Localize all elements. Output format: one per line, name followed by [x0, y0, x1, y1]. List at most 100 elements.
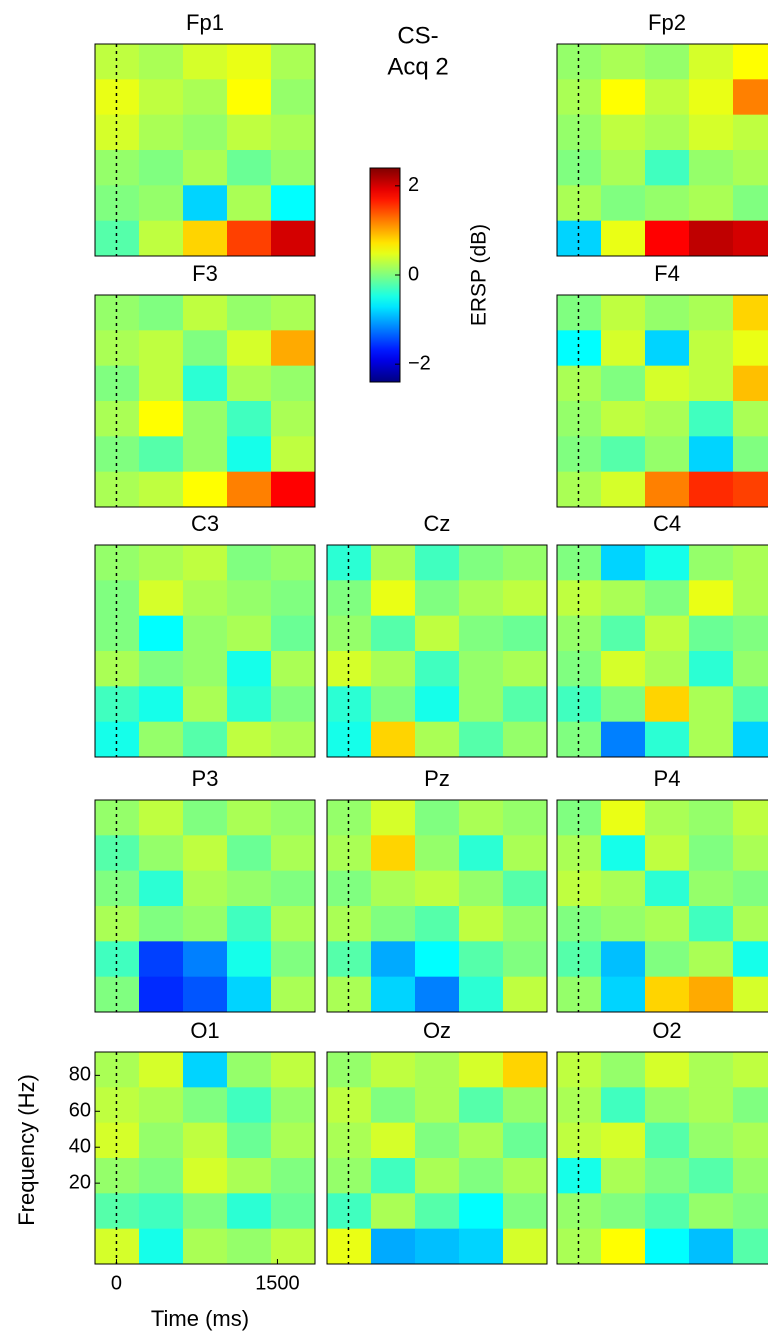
heat-cell	[415, 1123, 460, 1159]
heat-cell	[503, 1158, 548, 1194]
heat-cell	[459, 616, 504, 652]
heat-cell	[139, 1158, 184, 1194]
title-line: Acq 2	[387, 53, 448, 80]
heat-cell	[689, 580, 734, 616]
heat-cell	[95, 295, 140, 331]
heat-cell	[689, 472, 734, 508]
panel-title: F4	[654, 261, 680, 286]
heat-cell	[327, 800, 372, 836]
heat-cell	[371, 1193, 416, 1229]
heat-cell	[271, 616, 316, 652]
heat-cell	[733, 722, 768, 758]
heat-cell	[183, 366, 228, 402]
heat-cell	[183, 906, 228, 942]
heat-cell	[95, 401, 140, 437]
heat-cell	[689, 115, 734, 151]
heat-cell	[95, 722, 140, 758]
y-tick-label: 60	[69, 1100, 91, 1122]
heat-cell	[645, 800, 690, 836]
heat-cell	[95, 436, 140, 472]
heat-cell	[733, 295, 768, 331]
heat-cell	[327, 1229, 372, 1265]
heat-cell	[503, 871, 548, 907]
heat-cell	[271, 941, 316, 977]
heat-cell	[227, 1052, 272, 1088]
heat-cell	[227, 44, 272, 80]
heat-cell	[371, 800, 416, 836]
heat-cell	[227, 185, 272, 221]
heat-cell	[227, 330, 272, 366]
heat-cell	[601, 651, 646, 687]
heat-cell	[95, 580, 140, 616]
heat-cell	[689, 941, 734, 977]
heat-cell	[95, 616, 140, 652]
heat-cell	[271, 1052, 316, 1088]
heat-cell	[371, 906, 416, 942]
heat-cell	[95, 835, 140, 871]
heat-cell	[415, 906, 460, 942]
heat-cell	[557, 185, 602, 221]
heat-cell	[183, 1123, 228, 1159]
heat-cell	[459, 1087, 504, 1123]
heat-cell	[689, 835, 734, 871]
heat-cell	[327, 1123, 372, 1159]
heat-cell	[183, 150, 228, 186]
heat-cell	[557, 545, 602, 581]
heat-cell	[327, 651, 372, 687]
heat-cell	[733, 906, 768, 942]
heat-cell	[139, 545, 184, 581]
heat-cell	[503, 977, 548, 1013]
heat-cell	[139, 580, 184, 616]
heat-cell	[139, 835, 184, 871]
heat-cell	[733, 1087, 768, 1123]
heat-cell	[271, 115, 316, 151]
panel-title: Pz	[424, 766, 450, 791]
heat-cell	[183, 1229, 228, 1265]
heat-cell	[139, 401, 184, 437]
heat-cell	[415, 722, 460, 758]
heat-cell	[139, 115, 184, 151]
heat-cell	[95, 941, 140, 977]
heat-cell	[733, 800, 768, 836]
heat-cell	[601, 366, 646, 402]
heat-cell	[459, 835, 504, 871]
heat-cell	[645, 472, 690, 508]
heat-cell	[557, 906, 602, 942]
heat-cell	[183, 436, 228, 472]
heat-cell	[557, 686, 602, 722]
heat-cell	[645, 330, 690, 366]
heat-cell	[271, 686, 316, 722]
heat-cell	[557, 941, 602, 977]
colorbar-tick-label: 2	[408, 174, 419, 196]
heat-cell	[689, 1229, 734, 1265]
heat-cell	[557, 616, 602, 652]
heat-cell	[227, 800, 272, 836]
heat-cell	[227, 616, 272, 652]
heat-cell	[327, 1193, 372, 1229]
heat-cell	[95, 1229, 140, 1265]
heat-cell	[183, 651, 228, 687]
heat-cell	[557, 1229, 602, 1265]
heat-cell	[645, 79, 690, 115]
heat-cell	[601, 906, 646, 942]
heat-cell	[601, 1193, 646, 1229]
heat-cell	[557, 79, 602, 115]
heat-cell	[271, 800, 316, 836]
heat-cell	[557, 722, 602, 758]
heat-cell	[139, 977, 184, 1013]
heat-cell	[601, 580, 646, 616]
heat-cell	[601, 221, 646, 257]
heat-cell	[645, 115, 690, 151]
heat-cell	[459, 686, 504, 722]
heat-cell	[601, 800, 646, 836]
heat-cell	[557, 1193, 602, 1229]
x-axis-label: Time (ms)	[151, 1306, 249, 1331]
heat-cell	[601, 686, 646, 722]
heat-cell	[371, 871, 416, 907]
heat-cell	[227, 295, 272, 331]
heat-cell	[227, 115, 272, 151]
heat-cell	[459, 1158, 504, 1194]
heat-cell	[95, 472, 140, 508]
heat-cell	[227, 941, 272, 977]
heat-cell	[227, 871, 272, 907]
